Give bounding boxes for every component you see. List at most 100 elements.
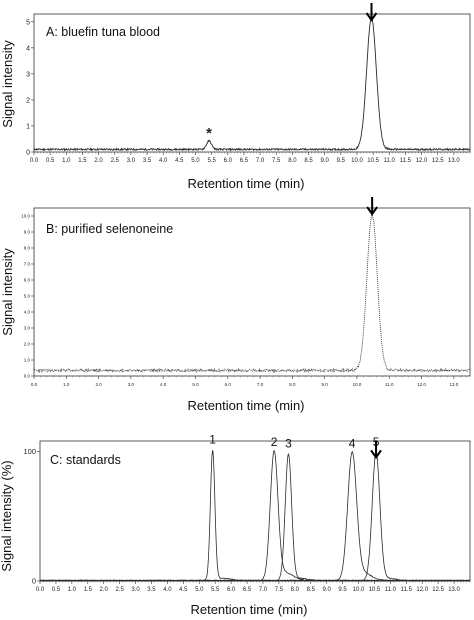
x-tick-label: 10.0 [351, 158, 363, 164]
series-trace [39, 452, 471, 582]
series-trace [39, 451, 471, 582]
x-tick-label: 6.5 [243, 587, 252, 593]
x-tick-label: 12.5 [432, 158, 444, 164]
series-trace [39, 449, 471, 582]
x-tick-label: 8.0 [291, 587, 300, 593]
x-tick-label: 11.5 [401, 587, 413, 593]
x-tick-label: 8.0 [288, 158, 297, 164]
x-tick-label: 4.5 [175, 158, 184, 164]
x-tick-label: 12.0 [417, 382, 426, 387]
x-tick-label: 11.5 [400, 158, 412, 164]
x-tick-label: 9.0 [320, 158, 329, 164]
x-tick-label: 0.0 [36, 587, 45, 593]
x-tick-label: 13.0 [448, 158, 460, 164]
x-tick-label: 2.0 [94, 158, 103, 164]
x-tick-label: 8.0 [289, 382, 296, 387]
y-tick-label: 100 [23, 447, 36, 456]
x-tick-label: 0.5 [46, 158, 55, 164]
x-tick-label: 13.0 [449, 382, 458, 387]
x-tick-label: 9.5 [338, 587, 347, 593]
x-axis-title: Retention time (min) [190, 602, 307, 617]
x-tick-label: 9.0 [322, 382, 329, 387]
x-tick-label: 3.0 [128, 382, 135, 387]
y-tick-label: 4.0 [24, 310, 31, 315]
y-tick-label: 6.0 [24, 278, 31, 283]
y-tick-label: 1.0 [24, 358, 31, 363]
series-trace [33, 213, 471, 374]
x-axis-title: Retention time (min) [187, 176, 304, 191]
x-tick-label: 5.0 [191, 158, 200, 164]
x-tick-label: 2.5 [111, 158, 120, 164]
x-tick-label: 7.5 [275, 587, 284, 593]
panel-label: C: standards [50, 453, 121, 467]
x-tick-label: 11.0 [385, 382, 394, 387]
arrow-marker-head [365, 12, 378, 22]
y-tick-label: 8.0 [24, 246, 31, 251]
peak-label: 3 [285, 436, 292, 450]
x-tick-label: 8.5 [307, 587, 316, 593]
asterisk-marker: * [206, 125, 212, 142]
y-tick-label: 0.0 [24, 374, 31, 379]
x-tick-label: 12.0 [416, 158, 428, 164]
series-trace [33, 16, 471, 152]
y-tick-label: 0 [32, 577, 36, 586]
x-tick-label: 8.5 [304, 158, 313, 164]
x-tick-label: 10.5 [369, 587, 381, 593]
y-tick-label: 0 [26, 149, 30, 156]
y-tick-label: 3 [26, 71, 30, 78]
x-tick-label: 11.0 [384, 158, 396, 164]
x-tick-label: 1.0 [68, 587, 77, 593]
x-tick-label: 2.5 [115, 587, 124, 593]
y-tick-label: 4 [26, 45, 30, 52]
arrow-marker-head [366, 206, 378, 216]
x-tick-label: 0.0 [30, 158, 39, 164]
x-tick-label: 1.0 [62, 158, 71, 164]
x-tick-label: 2.0 [95, 382, 102, 387]
x-tick-label: 7.5 [272, 158, 281, 164]
x-tick-label: 4.0 [160, 382, 167, 387]
x-tick-label: 5.0 [195, 587, 204, 593]
y-tick-label: 5 [26, 19, 30, 26]
y-tick-label: 2.0 [24, 342, 31, 347]
x-tick-label: 6.5 [240, 158, 249, 164]
y-axis-title: Signal intensity [0, 248, 15, 336]
peak-label: 4 [349, 436, 356, 450]
x-tick-label: 7.0 [259, 587, 268, 593]
x-tick-label: 5.0 [192, 382, 199, 387]
x-tick-label: 2.0 [100, 587, 109, 593]
chart-panel-1: 0.0 0.5 1.0 1.5 2.0 2.5 3.0 3.5 4.0 4.5 5.0 5.5 6.0 6… [0, 3, 471, 191]
x-tick-label: 5.5 [207, 158, 216, 164]
x-tick-label: 1.5 [78, 158, 87, 164]
y-tick-label: 7.0 [24, 262, 31, 267]
x-tick-label: 4.0 [159, 158, 168, 164]
x-tick-label: 10.0 [353, 382, 362, 387]
x-tick-label: 6.0 [227, 587, 236, 593]
plot-frame [33, 207, 471, 377]
y-tick-label: 1 [26, 123, 30, 130]
x-tick-label: 6.0 [225, 382, 232, 387]
x-tick-label: 7.0 [256, 158, 265, 164]
panel-label: A: bluefin tuna blood [46, 25, 160, 39]
series-trace [39, 449, 471, 582]
x-tick-label: 1.0 [63, 382, 70, 387]
x-tick-label: 13.0 [448, 587, 460, 593]
x-tick-label: 3.0 [127, 158, 136, 164]
x-tick-label: 0.0 [31, 382, 38, 387]
x-tick-label: 0.5 [52, 587, 61, 593]
x-tick-label: 12.0 [416, 587, 428, 593]
y-axis-title: Signal intensity (%) [0, 460, 14, 571]
x-tick-label: 11.0 [385, 587, 397, 593]
y-tick-label: 2 [26, 97, 30, 104]
x-tick-label: 3.5 [147, 587, 156, 593]
arrow-marker-head [370, 449, 382, 460]
chart-panel-2: 0.0 1.0 2.0 3.0 4.0 5.0 6.0 7.0 8.0 9.0 10.0 11.0 12… [0, 197, 471, 413]
y-tick-label: 3.0 [24, 326, 31, 331]
x-tick-label: 5.5 [211, 587, 220, 593]
peak-label: 2 [271, 435, 278, 449]
x-tick-label: 6.0 [224, 158, 233, 164]
y-axis-title: Signal intensity [0, 40, 15, 128]
y-tick-label: 9.0 [24, 230, 31, 235]
x-tick-label: 3.5 [143, 158, 152, 164]
peak-label: 1 [209, 432, 216, 446]
